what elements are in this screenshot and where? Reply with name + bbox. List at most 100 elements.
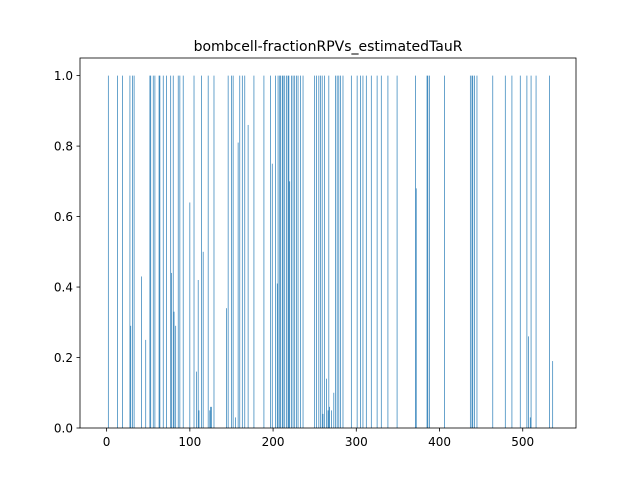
bar	[350, 75, 352, 429]
bar	[171, 272, 172, 428]
y-tick-label: 1.0	[54, 69, 73, 83]
bar	[504, 75, 506, 429]
bar	[247, 124, 249, 428]
bar	[529, 417, 531, 428]
bar	[552, 361, 554, 428]
bar	[189, 202, 191, 428]
x-tick-label: 200	[262, 435, 285, 449]
bar	[328, 75, 330, 429]
bar	[469, 75, 471, 429]
bar	[132, 75, 133, 429]
bar	[321, 75, 323, 429]
x-tick-label: 0	[103, 435, 111, 449]
bar	[289, 181, 291, 428]
bar	[429, 75, 430, 429]
bar	[426, 75, 428, 429]
bar	[211, 406, 212, 428]
bars-group	[107, 75, 554, 429]
bar	[316, 75, 317, 429]
bar	[356, 75, 358, 429]
x-axis: 0 100 200 300 400 500	[103, 428, 534, 449]
bar	[376, 75, 378, 429]
bar	[322, 413, 324, 428]
x-tick-label: 500	[511, 435, 534, 449]
bar	[253, 75, 255, 429]
bar	[202, 251, 204, 428]
plot-frame	[79, 57, 577, 429]
bar	[387, 75, 389, 429]
x-tick-label: 100	[178, 435, 201, 449]
bar	[107, 75, 109, 429]
bar	[528, 336, 529, 428]
bar	[340, 75, 341, 429]
bar	[150, 75, 152, 429]
bar	[231, 75, 232, 429]
bar	[141, 276, 142, 428]
bar	[362, 75, 364, 429]
bar	[288, 75, 290, 429]
bar	[232, 75, 234, 429]
bar	[145, 339, 147, 428]
bar	[263, 75, 265, 429]
bar	[227, 75, 229, 429]
bar	[182, 75, 184, 429]
bar	[326, 378, 327, 428]
bar	[342, 75, 344, 429]
bar	[535, 75, 537, 429]
bar	[159, 75, 161, 429]
bar	[492, 75, 494, 429]
bar	[237, 142, 239, 428]
bar	[292, 75, 294, 429]
bar	[133, 75, 135, 429]
bar	[275, 75, 276, 429]
bar	[338, 75, 340, 429]
bar	[154, 75, 156, 429]
bar	[396, 75, 398, 429]
bar	[320, 75, 321, 429]
bar	[277, 75, 279, 429]
bar	[271, 163, 273, 428]
bar	[279, 75, 281, 429]
bar	[335, 75, 336, 429]
bar	[117, 75, 118, 429]
bar	[280, 75, 281, 429]
y-tick-label: 0.4	[54, 281, 73, 295]
bar	[444, 75, 445, 429]
bar	[172, 75, 174, 429]
bar	[360, 75, 361, 429]
bar	[209, 410, 211, 428]
bar	[197, 280, 199, 428]
bar	[318, 75, 320, 429]
bar	[175, 325, 177, 428]
bar	[170, 75, 172, 429]
bar	[276, 283, 278, 428]
bar	[324, 75, 326, 429]
y-tick-label: 0.8	[54, 140, 73, 154]
bar	[427, 75, 429, 429]
bar	[327, 410, 329, 428]
bar	[201, 75, 202, 429]
bar	[302, 75, 304, 429]
bar	[519, 75, 521, 429]
bar	[226, 308, 227, 428]
bar	[526, 75, 528, 429]
bar	[122, 75, 123, 429]
bar	[173, 311, 175, 428]
bar	[196, 371, 197, 428]
y-tick-label: 0.0	[54, 422, 73, 436]
bar	[336, 75, 338, 429]
chart-title: bombcell-fractionRPVs_estimatedTauR	[194, 39, 463, 55]
bar	[333, 392, 335, 428]
x-tick-label: 300	[345, 435, 368, 449]
bar	[329, 406, 330, 428]
bar	[331, 410, 332, 428]
bar	[314, 75, 316, 429]
bar	[300, 75, 301, 429]
bar	[210, 406, 211, 428]
bar	[415, 188, 417, 428]
bar	[281, 75, 283, 429]
bar	[239, 75, 241, 429]
bar	[291, 75, 292, 429]
bar	[193, 75, 195, 429]
bar	[282, 75, 284, 429]
